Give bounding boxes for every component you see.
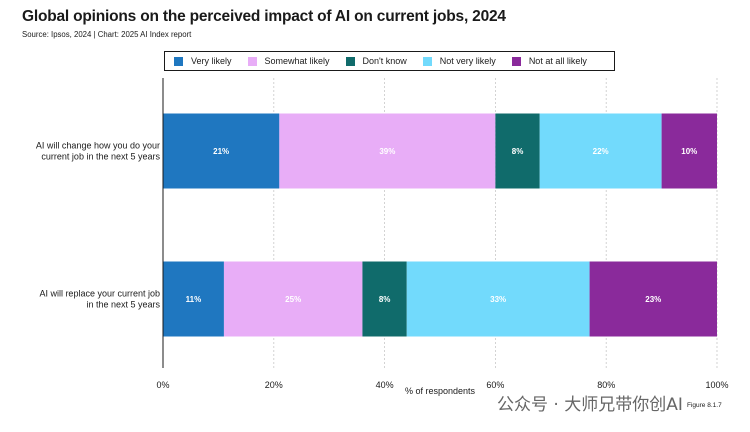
bar-segment [589,261,717,337]
legend-item-very-likely: Very likely [174,56,232,66]
x-axis-title: % of respondents [405,386,476,396]
bar-value-label: 11% [186,295,202,304]
figure-label: Figure 8.1.7 [687,402,722,409]
bar-segment [163,113,280,189]
chart-source: Source: Ipsos, 2024 | Chart: 2025 AI Ind… [22,30,192,39]
category-label: AI will replace your current job [39,289,160,299]
bar-value-label: 25% [285,295,301,304]
x-tick-label: 20% [265,380,283,390]
bar-value-label: 33% [490,295,506,304]
legend-swatch-somewhat-likely [247,56,257,66]
bar-segment [223,261,363,337]
bar-segment [495,113,540,189]
chart-title: Global opinions on the perceived impact … [22,8,506,25]
bar-value-label: 22% [593,147,609,156]
legend-label-dont-know: Don't know [362,56,407,66]
legend-swatch-very-likely [174,56,183,66]
x-tick-label: 0% [156,380,169,390]
category-label: current job in the next 5 years [41,152,160,162]
bar-value-label: 10% [681,147,697,156]
bar-value-label: 8% [512,147,524,156]
legend-label-not-at-all-likely: Not at all likely [528,56,587,66]
x-tick-label: 100% [705,380,728,390]
bar-segment [362,261,407,337]
legend: Very likely Somewhat likely Don't know N… [164,51,615,71]
bar-segment [539,113,662,189]
category-label: AI will change how you do your [36,141,160,151]
x-tick-label: 60% [486,380,504,390]
bar-segment [661,113,717,189]
bar-value-label: 8% [379,295,391,304]
legend-swatch-not-very-likely [422,56,432,66]
legend-item-not-at-all-likely: Not at all likely [511,56,587,66]
legend-label-very-likely: Very likely [191,56,232,66]
legend-item-not-very-likely: Not very likely [422,56,496,66]
x-tick-label: 40% [376,380,394,390]
legend-item-somewhat-likely: Somewhat likely [247,56,330,66]
bar-value-label: 39% [379,147,395,156]
legend-swatch-dont-know [345,56,355,66]
bar-value-label: 21% [213,147,229,156]
legend-label-not-very-likely: Not very likely [439,56,496,66]
x-tick-label: 80% [597,380,615,390]
bar-segment [406,261,590,337]
category-label: in the next 5 years [86,300,160,310]
legend-label-somewhat-likely: Somewhat likely [264,56,330,66]
bar-value-label: 23% [645,295,661,304]
watermark: 公众号 · 大师兄带你创AI [497,395,683,415]
bar-segment [163,261,224,337]
legend-swatch-not-at-all-likely [511,56,521,66]
bar-segment [279,113,496,189]
legend-item-dont-know: Don't know [345,56,407,66]
